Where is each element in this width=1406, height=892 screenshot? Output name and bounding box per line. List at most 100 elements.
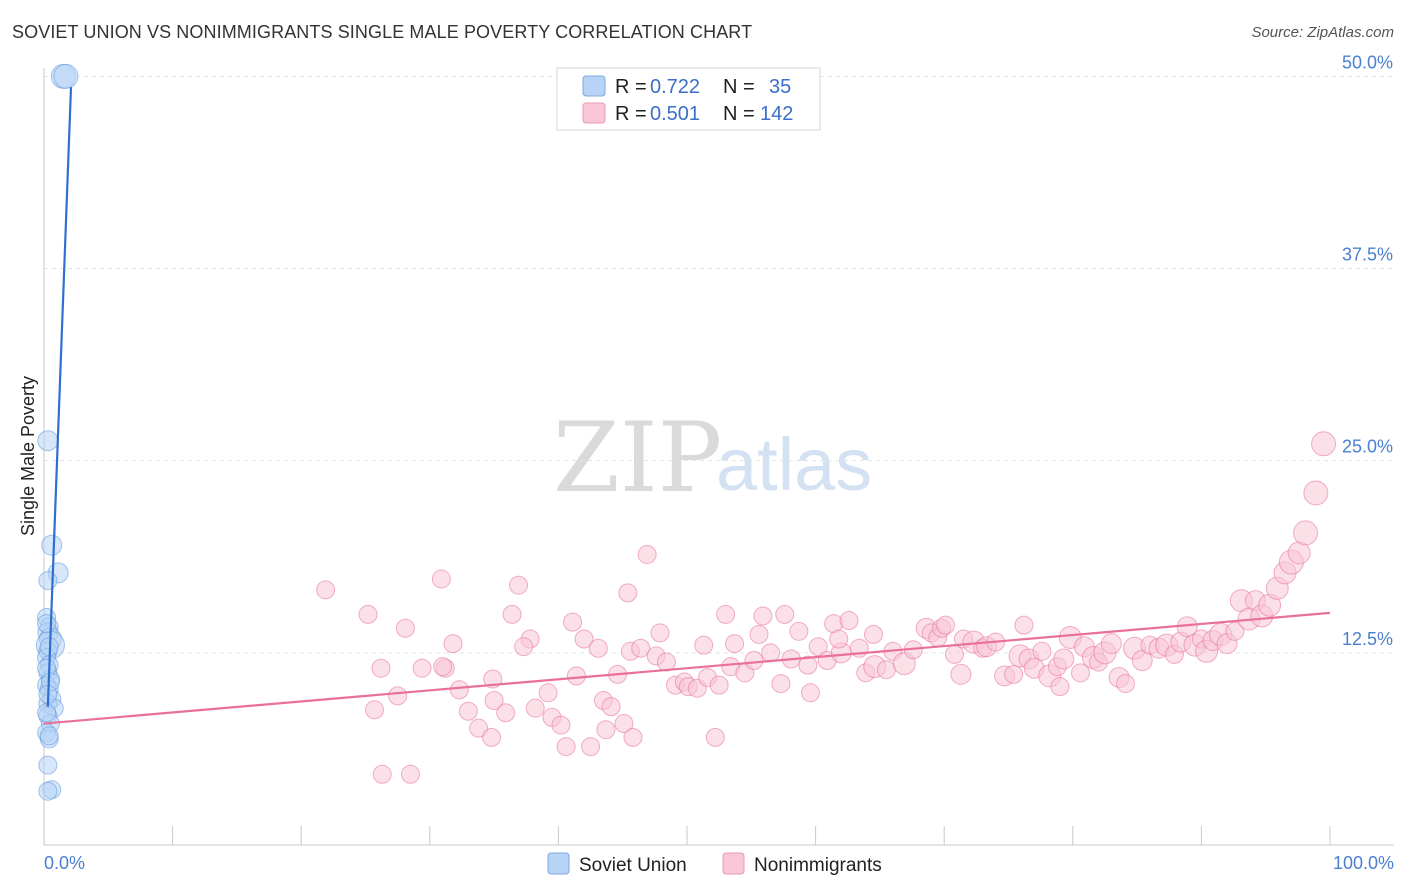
nonimm-point — [863, 624, 883, 644]
nonimm-point — [709, 675, 729, 695]
legend: R = 0.722 N = 35 R = 0.501 N = 142 — [556, 67, 821, 131]
watermark-atlas: atlas — [716, 423, 872, 506]
nonimm-point — [876, 660, 896, 680]
nonimm-point — [1303, 480, 1329, 506]
nonimm-point — [618, 583, 638, 603]
y-axis-title: Single Male Poverty — [18, 376, 38, 536]
nonimm-point — [623, 727, 643, 747]
nonimm-point — [556, 737, 576, 757]
source-credit: Source: ZipAtlas.com — [1251, 24, 1394, 41]
nonimm-point — [1116, 674, 1136, 694]
nonimm-point — [563, 612, 583, 632]
nonimm-point — [694, 635, 714, 655]
nonimm-point — [771, 674, 791, 694]
legend-n-label-2: N = — [723, 103, 755, 125]
watermark-zip: ZIP — [553, 402, 722, 514]
nonimm-point — [566, 666, 586, 686]
nonimm-point — [775, 604, 795, 624]
soviet-point — [53, 63, 79, 89]
nonimm-point — [1032, 641, 1052, 661]
nonimm-point — [525, 698, 545, 718]
nonimm-point — [950, 663, 972, 685]
nonimm-point — [744, 651, 764, 671]
legend-r-value-1: 0.722 — [650, 76, 700, 98]
nonimm-point — [484, 690, 504, 710]
legend-n-value-1: 35 — [769, 76, 791, 98]
nonimm-point — [365, 700, 385, 720]
nonimm-point — [637, 544, 657, 564]
series-nonimmigrants — [316, 431, 1337, 784]
nonimm-point — [316, 580, 336, 600]
nonimm-point — [514, 637, 534, 657]
nonimm-point — [412, 658, 432, 678]
legend-swatch-nonimm — [582, 102, 606, 124]
nonimm-point — [443, 634, 463, 654]
nonimm-point — [574, 629, 594, 649]
y-tick-label: 25.0% — [1342, 437, 1393, 457]
gridlines — [44, 75, 1394, 654]
nonimm-point — [431, 569, 451, 589]
nonimm-point — [469, 718, 489, 738]
nonimm-point — [631, 638, 651, 658]
trend-lines — [43, 87, 1331, 725]
y-tick-label: 37.5% — [1342, 245, 1393, 265]
nonimm-point — [458, 701, 478, 721]
nonimm-point — [588, 638, 608, 658]
nonimm-point — [502, 604, 522, 624]
nonimm-point — [372, 764, 392, 784]
nonimm-point — [725, 634, 745, 654]
nonimm-point — [551, 715, 571, 735]
soviet-point — [37, 614, 57, 634]
nonimm-point — [798, 655, 818, 675]
y-tick-label: 12.5% — [1342, 629, 1393, 649]
soviet-point — [37, 703, 57, 723]
nonimm-point — [716, 604, 736, 624]
nonimm-point — [839, 611, 859, 631]
nonimm-point — [482, 727, 502, 747]
nonimm-point — [388, 686, 408, 706]
nonimm-point — [601, 697, 621, 717]
nonimm-point — [935, 615, 955, 635]
nonimm-point — [800, 683, 820, 703]
legend-swatch-soviet — [582, 75, 606, 97]
nonimm-point — [371, 658, 391, 678]
nonimm-point — [1004, 664, 1024, 684]
nonimm-point — [1053, 648, 1075, 670]
nonimm-point — [1050, 677, 1070, 697]
legend-r-label-1: R = — [615, 76, 647, 98]
nonimm-point — [1100, 633, 1122, 655]
nonimm-point — [581, 737, 601, 757]
nonimm-point — [596, 720, 616, 740]
nonimm-point — [650, 623, 670, 643]
bottom-legend-label-soviet: Soviet Union — [579, 855, 687, 876]
bottom-legend-swatch-nonimm — [722, 852, 745, 875]
soviet-point — [38, 781, 58, 801]
x-tick-label-max: 100.0% — [1333, 853, 1394, 873]
nonimm-point — [395, 618, 415, 638]
nonimm-point — [761, 643, 781, 663]
soviet-point — [38, 755, 58, 775]
trend-line-nonimm — [43, 611, 1331, 725]
legend-r-label-2: R = — [615, 103, 647, 125]
chart-title: SOVIET UNION VS NONIMMIGRANTS SINGLE MAL… — [12, 22, 753, 42]
bottom-legend-label-nonimm: Nonimmigrants — [754, 855, 882, 876]
soviet-point — [39, 726, 59, 746]
bottom-legend: Soviet Union Nonimmigrants — [547, 852, 882, 876]
nonimm-point — [433, 657, 453, 677]
nonimm-point — [749, 624, 769, 644]
x-ticks — [172, 826, 1331, 845]
nonimm-point — [1071, 663, 1091, 683]
x-tick-label-min: 0.0% — [44, 853, 85, 873]
nonimm-point — [1225, 621, 1245, 641]
nonimm-point — [1293, 520, 1319, 546]
nonimm-point — [789, 621, 809, 641]
nonimm-point — [538, 683, 558, 703]
nonimm-point — [496, 703, 516, 723]
nonimm-point — [808, 637, 828, 657]
nonimm-point — [614, 714, 634, 734]
soviet-point — [38, 571, 58, 591]
nonimm-point — [705, 727, 725, 747]
y-tick-label: 50.0% — [1342, 52, 1393, 72]
nonimm-point — [829, 629, 849, 649]
